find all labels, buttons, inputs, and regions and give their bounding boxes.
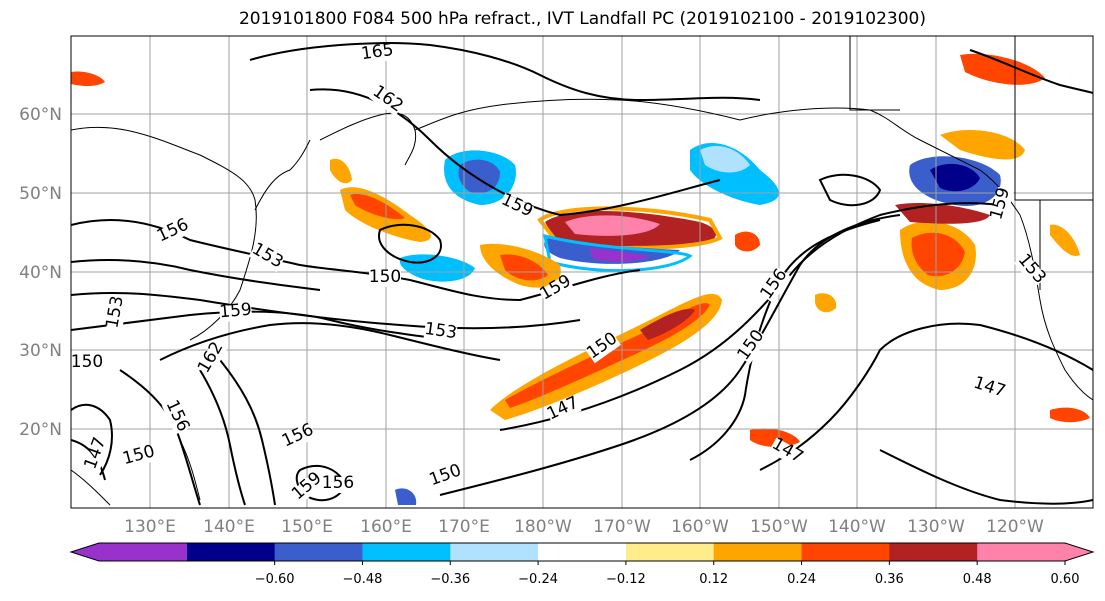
lon-label: 130°E: [124, 517, 176, 537]
contour-label: 150: [71, 352, 103, 372]
contour-label: 159: [219, 300, 253, 323]
colorbar-segment: [450, 543, 539, 561]
colorbar-segment: [274, 543, 363, 561]
colorbar-segment: [889, 543, 978, 561]
anomaly-orange-northwest: [940, 130, 1025, 160]
lat-label: 40°N: [19, 263, 62, 283]
anomaly-orange-alaska: [960, 53, 1045, 85]
anomaly-negative-core: [590, 248, 650, 262]
lon-label: 150°W: [750, 517, 808, 537]
lat-label: 30°N: [19, 341, 62, 361]
colorbar-segment: [625, 543, 715, 561]
lon-label: 140°W: [828, 517, 886, 537]
anomaly-orange-okhotsk: [330, 158, 352, 184]
colorbar-tick-label: −0.36: [430, 572, 470, 587]
anomaly-red-california: [911, 232, 965, 277]
colorbar-tick-label: −0.60: [255, 572, 295, 587]
anomaly-blue-central: [399, 254, 475, 282]
lon-label: 120°W: [986, 517, 1044, 537]
colorbar-tick-label: 0.60: [1051, 572, 1080, 587]
anomaly-orange-west-edge: [71, 71, 105, 86]
colorbar-segment: [71, 543, 187, 561]
anomaly-darkred-subtropical-band: [640, 308, 695, 340]
colorbar-segment: [713, 543, 803, 561]
anomaly-small-4: [1050, 407, 1090, 423]
anomaly-blue-bc-core: [930, 163, 980, 192]
anomaly-negative-fringe: [543, 233, 693, 273]
colorbar-segment: [538, 543, 627, 561]
colorbar-tick-label: −0.48: [343, 572, 383, 587]
lat-label: 50°N: [19, 184, 62, 204]
lon-label: 150°E: [281, 517, 333, 537]
lon-label: 170°W: [593, 517, 651, 537]
lon-label: 130°W: [907, 517, 965, 537]
shaded-anomaly-layer: [71, 53, 1090, 505]
height-contours: [71, 42, 1093, 506]
lat-label: 60°N: [19, 105, 62, 125]
colorbar-outline: [69, 542, 1095, 562]
contour-label: 153: [423, 319, 458, 343]
colorbar-tick-label: 0.48: [963, 572, 992, 587]
colorbar-segment: [186, 543, 276, 561]
contour-label: 150: [369, 267, 401, 287]
anomaly-pink-core: [565, 215, 660, 236]
anomaly-red-central-core: [500, 254, 548, 281]
colorbar-tick-label: −0.24: [518, 572, 558, 587]
anomaly-small-3: [750, 428, 800, 448]
lon-label: 170°E: [438, 517, 490, 537]
lon-label: 160°E: [360, 517, 412, 537]
anomaly-small-1: [735, 231, 760, 252]
lat-label: 20°N: [19, 420, 62, 440]
colorbar-tick-label: 0.12: [699, 572, 728, 587]
anomaly-small-5: [395, 488, 417, 505]
colorbar-segment: [977, 543, 1093, 561]
colorbar-segment: [362, 543, 451, 561]
longitude-labels: 130°E 140°E 150°E 160°E 170°E 180°W 170°…: [124, 517, 1044, 537]
lon-label: 180°W: [514, 517, 572, 537]
contour-label: 165: [360, 40, 395, 64]
colorbar: −0.60 −0.48 −0.36 −0.24 −0.12 0.12 0.24 0.36 0.4…: [69, 542, 1095, 587]
lon-label: 140°E: [203, 517, 255, 537]
map-title: 2019101800 F084 500 hPa refract., IVT La…: [238, 9, 926, 29]
anomaly-small-6: [1050, 224, 1080, 256]
map-frame: [70, 35, 1094, 509]
anomaly-red-kamchatka: [350, 194, 405, 220]
anomaly-lightblue-gulf: [700, 145, 750, 173]
colorbar-segment: [801, 543, 890, 561]
lon-label: 160°W: [671, 517, 729, 537]
colorbar-tick-label: 0.36: [875, 572, 904, 587]
latitude-labels: 60°N 50°N 40°N 30°N 20°N: [19, 105, 62, 440]
anomaly-small-2: [815, 293, 837, 313]
contour-label: 156: [322, 473, 354, 493]
colorbar-tick-label: 0.24: [787, 572, 816, 587]
graticule: [71, 36, 1093, 508]
anomaly-darkred-northwest: [895, 203, 990, 224]
colorbar-tick-label: −0.12: [606, 572, 646, 587]
